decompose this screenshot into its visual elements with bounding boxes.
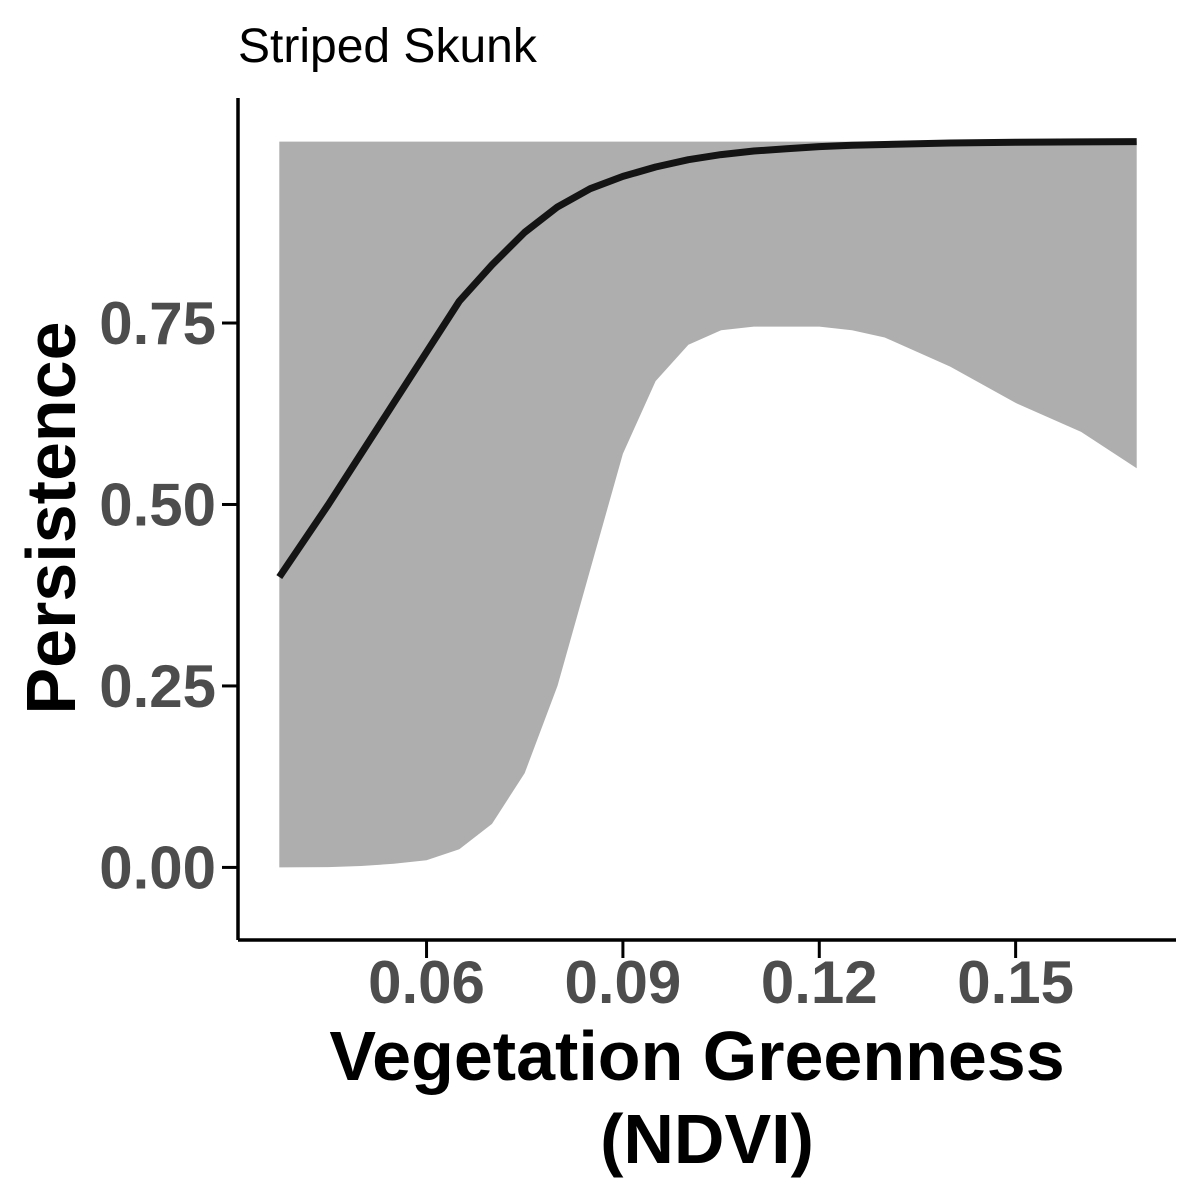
y-tick-label: 0.75 bbox=[99, 290, 216, 357]
fitted-line bbox=[276, 138, 1137, 580]
y-tick-label: 0.50 bbox=[99, 471, 216, 538]
x-tick-label: 0.15 bbox=[957, 949, 1074, 1016]
x-axis-title-line2: (NDVI) bbox=[600, 1100, 814, 1178]
y-ticks: 0.00 0.25 0.50 0.75 bbox=[99, 290, 238, 901]
y-axis-title: Persistence bbox=[12, 321, 90, 714]
y-tick-label: 0.25 bbox=[99, 653, 216, 720]
y-tick-label: 0.00 bbox=[99, 834, 216, 901]
x-ticks: 0.06 0.09 0.12 0.15 bbox=[368, 940, 1074, 1016]
x-tick-label: 0.09 bbox=[565, 949, 682, 1016]
plot-area bbox=[276, 138, 1137, 868]
x-tick-label: 0.12 bbox=[761, 949, 878, 1016]
chart-title: Striped Skunk bbox=[238, 20, 538, 73]
x-axis-title-line1: Vegetation Greenness bbox=[329, 1017, 1064, 1095]
confidence-ribbon bbox=[279, 141, 1137, 868]
x-tick-label: 0.06 bbox=[368, 949, 485, 1016]
